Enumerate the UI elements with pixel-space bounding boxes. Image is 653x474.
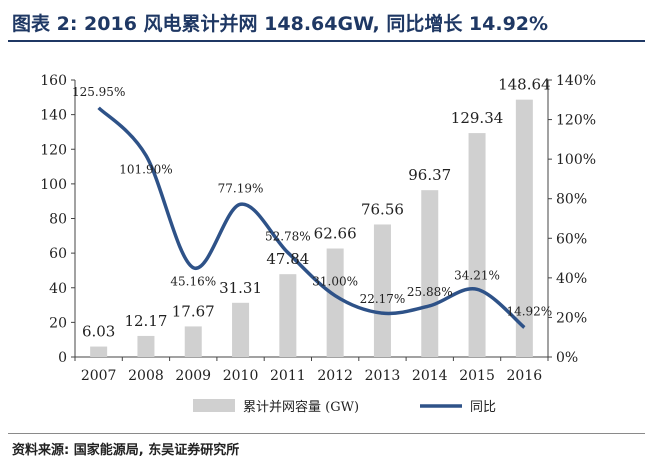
- bar-2016: [515, 99, 533, 358]
- bar-value-label: 31.31: [219, 279, 262, 297]
- legend-label-line: 同比: [470, 400, 496, 415]
- y-right-tick-label: 60%: [556, 231, 587, 247]
- line-value-label: 125.95%: [72, 85, 125, 99]
- y-right-tick-label: 120%: [556, 113, 596, 129]
- line-value-label: 52.78%: [265, 230, 311, 244]
- source-rule: [8, 433, 645, 434]
- bar-2007: [90, 346, 108, 357]
- x-tick-label: 2008: [128, 368, 164, 384]
- bar-value-label: 148.64: [498, 76, 551, 94]
- line-value-label: 14.92%: [506, 304, 552, 318]
- bar-2011: [279, 274, 297, 357]
- line-value-label: 45.16%: [170, 275, 216, 289]
- y-right-tick-label: 80%: [556, 192, 587, 208]
- line-value-label: 77.19%: [218, 181, 264, 195]
- y-left-tick-label: 0: [58, 350, 67, 366]
- bar-value-label: 17.67: [172, 302, 215, 320]
- bar-2014: [421, 190, 439, 357]
- bar-value-label: 96.37: [408, 166, 451, 184]
- bar-value-label: 47.84: [266, 250, 309, 268]
- y-right-tick-label: 100%: [556, 152, 596, 168]
- line-series-yoy: [97, 106, 526, 329]
- source-note: 资料来源: 国家能源局, 东吴证券研究所: [12, 443, 240, 458]
- y-left-tick-label: 80: [49, 212, 67, 228]
- bar-value-label: 76.56: [361, 200, 404, 218]
- bar-value-label: 129.34: [451, 109, 504, 127]
- bar-value-label: 62.66: [314, 225, 357, 243]
- x-tick-label: 2013: [365, 368, 401, 384]
- bar-2010: [232, 302, 250, 357]
- y-left-tick-label: 60: [49, 246, 67, 262]
- bar-2015: [468, 133, 486, 357]
- bar-value-label: 6.03: [82, 323, 115, 341]
- bar-value-label: 12.17: [124, 312, 167, 330]
- legend-swatch-bars: [193, 399, 235, 412]
- figure-title: 图表 2: 2016 风电累计并网 148.64GW, 同比增长 14.92%: [12, 13, 549, 35]
- x-tick-label: 2007: [81, 368, 117, 384]
- y-right-tick-label: 40%: [556, 271, 587, 287]
- legend-label-bars: 累计并网容量 (GW): [243, 399, 359, 415]
- bar-2009: [184, 326, 202, 357]
- line-value-label: 101.90%: [119, 162, 172, 176]
- bar-2012: [326, 248, 344, 357]
- y-left-tick-label: 20: [49, 315, 67, 331]
- x-tick-label: 2012: [317, 368, 353, 384]
- bar-2013: [373, 224, 391, 357]
- x-tick-label: 2009: [175, 368, 211, 384]
- bar-2008: [137, 335, 155, 357]
- line-value-label: 34.21%: [454, 268, 500, 282]
- line-value-label: 22.17%: [360, 292, 406, 306]
- y-left-tick-label: 100: [40, 177, 67, 193]
- x-tick-label: 2016: [507, 368, 543, 384]
- title-rule: [8, 40, 645, 42]
- y-left-tick-label: 160: [40, 73, 67, 89]
- x-tick-label: 2010: [223, 368, 259, 384]
- x-tick-label: 2015: [459, 368, 495, 384]
- x-tick-label: 2011: [270, 368, 306, 384]
- line-value-label: 31.00%: [312, 275, 358, 289]
- y-right-tick-label: 140%: [556, 73, 596, 89]
- x-tick-label: 2014: [412, 368, 448, 384]
- y-left-tick-label: 120: [40, 142, 67, 158]
- y-left-tick-label: 140: [40, 108, 67, 124]
- line-value-label: 25.88%: [407, 285, 453, 299]
- y-left-tick-label: 40: [49, 281, 67, 297]
- y-right-tick-label: 0%: [556, 350, 578, 366]
- y-right-tick-label: 20%: [556, 310, 587, 326]
